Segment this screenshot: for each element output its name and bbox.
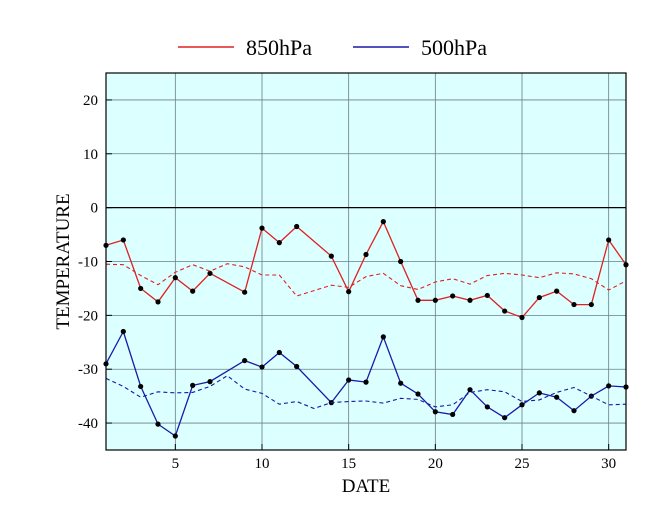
- data-point: [259, 364, 265, 370]
- data-point: [467, 387, 473, 393]
- x-tick-label: 25: [515, 456, 530, 472]
- data-point: [328, 253, 334, 259]
- data-point: [432, 297, 438, 303]
- data-point: [554, 288, 560, 294]
- data-point: [242, 357, 248, 364]
- data-point: [155, 421, 161, 427]
- data-point: [536, 294, 542, 301]
- data-point: [138, 285, 144, 292]
- data-point: [398, 380, 404, 386]
- y-tick-label: -20: [78, 308, 98, 324]
- data-point: [294, 223, 300, 230]
- data-point: [415, 297, 421, 303]
- data-point: [363, 379, 369, 385]
- legend: 850hPa 500hPa: [178, 35, 487, 60]
- data-point: [398, 258, 404, 265]
- data-point: [259, 225, 265, 231]
- data-point: [519, 402, 525, 408]
- data-point: [207, 379, 213, 385]
- series-layer: [103, 219, 629, 439]
- legend-label: 500hPa: [421, 35, 487, 60]
- data-point: [276, 240, 282, 246]
- data-point: [242, 289, 248, 295]
- data-point: [571, 301, 577, 308]
- data-point: [346, 289, 352, 295]
- data-point: [484, 292, 490, 299]
- dashed-line-series-2: [105, 263, 627, 297]
- y-axis-label: TEMPERATURE: [53, 193, 74, 329]
- data-point: [380, 219, 386, 225]
- data-point: [606, 237, 612, 243]
- data-point: [606, 383, 612, 389]
- data-point: [536, 390, 542, 396]
- data-point: [190, 288, 196, 294]
- data-point: [346, 377, 352, 383]
- data-point: [380, 334, 386, 340]
- x-tick-label: 10: [255, 456, 270, 472]
- data-point: [502, 308, 508, 314]
- dashed-line-series-3: [105, 375, 627, 410]
- data-point: [450, 293, 456, 299]
- x-tick-label: 15: [341, 456, 356, 472]
- axis-ticks: 5 10 15 20 25 30 -40 -30 -20 -10 0 10 20: [78, 93, 616, 472]
- y-tick-label: -40: [78, 416, 98, 432]
- data-point: [276, 349, 282, 356]
- data-point: [502, 415, 508, 421]
- data-point: [554, 394, 560, 400]
- data-point: [415, 391, 421, 397]
- y-tick-label: -30: [78, 362, 98, 378]
- x-tick-label: 5: [172, 456, 180, 472]
- data-point: [519, 314, 525, 321]
- data-point: [363, 251, 369, 258]
- data-point: [207, 270, 213, 276]
- data-point: [484, 404, 490, 410]
- y-tick-label: -10: [78, 255, 98, 271]
- data-point: [467, 297, 473, 303]
- data-point: [571, 408, 577, 414]
- grid: [106, 73, 626, 450]
- data-point: [172, 433, 178, 439]
- data-point: [588, 301, 594, 308]
- data-point: [120, 328, 126, 335]
- data-point: [138, 383, 144, 390]
- y-tick-label: 0: [91, 201, 99, 217]
- data-point: [450, 411, 456, 418]
- data-point: [294, 363, 300, 370]
- data-point: [432, 409, 438, 415]
- x-tick-label: 30: [601, 456, 616, 472]
- y-tick-label: 10: [83, 147, 98, 163]
- x-axis-label: DATE: [342, 476, 391, 497]
- data-point: [120, 237, 126, 243]
- data-point: [155, 299, 161, 305]
- y-tick-label: 20: [83, 93, 98, 109]
- x-tick-label: 20: [428, 456, 443, 472]
- legend-label: 850hPa: [246, 35, 312, 60]
- data-point: [190, 382, 196, 388]
- data-point: [172, 275, 178, 281]
